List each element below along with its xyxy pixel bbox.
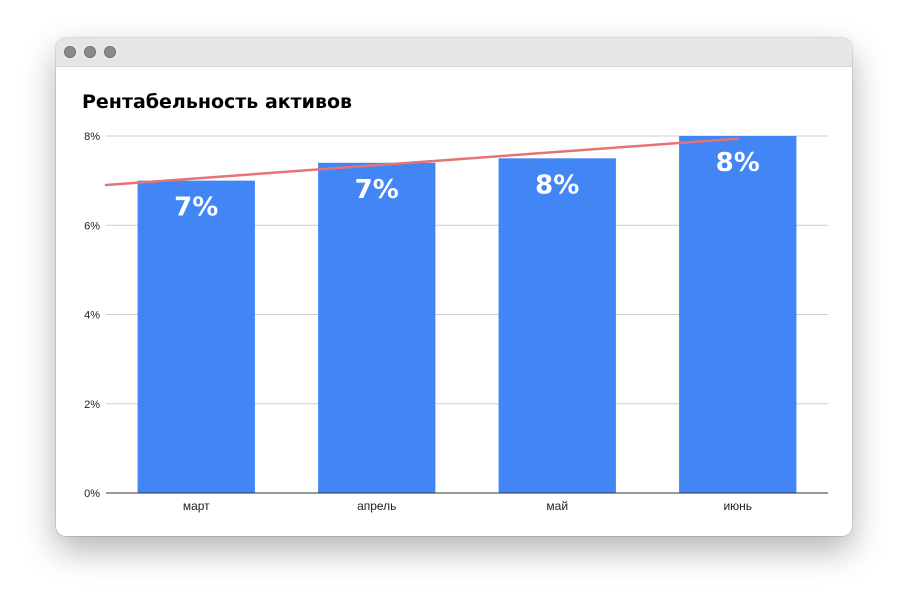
bar: [679, 136, 797, 493]
y-tick-label: 8%: [84, 131, 100, 143]
x-tick-label: март: [183, 499, 210, 513]
data-label: 8%: [716, 148, 760, 178]
y-axis-ticks: 0% 2% 4% 6% 8%: [84, 131, 100, 500]
trendline: [104, 137, 739, 187]
close-button[interactable]: [64, 46, 76, 58]
x-tick-label: июнь: [723, 499, 752, 513]
y-tick-label: 4%: [84, 310, 100, 322]
data-label: 8%: [535, 170, 579, 200]
chart-title: Рентабельность активов: [82, 91, 352, 113]
y-tick-label: 2%: [84, 399, 100, 411]
bar: [318, 162, 436, 493]
minimize-button[interactable]: [84, 46, 96, 58]
bars: [137, 136, 797, 493]
zoom-button[interactable]: [104, 46, 116, 58]
bar: [498, 158, 616, 493]
y-tick-label: 0%: [84, 488, 100, 500]
window-titlebar: [56, 38, 852, 67]
chart-window: Рентабельность активов 0% 2% 4% 6% 8% март ап…: [56, 38, 852, 536]
x-axis-ticks: март апрель май июнь: [183, 499, 752, 513]
data-labels: 7% 7% 8% 8%: [174, 148, 760, 223]
data-label: 7%: [174, 193, 218, 223]
x-tick-label: апрель: [357, 499, 396, 513]
data-label: 7%: [355, 175, 399, 205]
y-tick-label: 6%: [84, 220, 100, 232]
x-tick-label: май: [546, 499, 568, 513]
bar: [137, 180, 255, 493]
bar-chart: Рентабельность активов 0% 2% 4% 6% 8% март ап…: [82, 91, 828, 513]
